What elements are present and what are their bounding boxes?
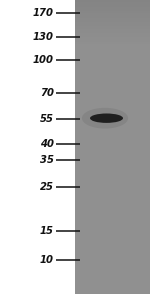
Text: 170: 170 (33, 8, 54, 18)
Bar (75, 18, 150, 20)
Bar (75, 4, 150, 7)
Text: 10: 10 (40, 255, 54, 265)
Text: 55: 55 (40, 114, 54, 124)
Bar (75, 24, 150, 26)
Bar (75, 0, 150, 2)
Bar (75, 31, 150, 33)
Bar (75, 42, 150, 44)
Text: 15: 15 (40, 226, 54, 236)
Bar (75, 26, 150, 29)
Text: 130: 130 (33, 32, 54, 42)
Ellipse shape (82, 108, 128, 128)
Bar (75, 33, 150, 35)
Bar (75, 38, 150, 40)
Bar (75, 11, 150, 13)
Bar (75, 35, 150, 37)
Bar (75, 29, 150, 31)
Bar (75, 9, 150, 11)
Bar (75, 22, 150, 24)
Text: 70: 70 (40, 88, 54, 98)
Bar (75, 20, 150, 22)
Bar (75, 40, 150, 42)
Bar (75, 7, 150, 9)
Bar (75, 16, 150, 18)
Text: 25: 25 (40, 182, 54, 192)
Text: 100: 100 (33, 55, 54, 65)
Bar (75, 2, 150, 4)
Bar (75, 13, 150, 15)
Bar (75, 0, 150, 294)
Ellipse shape (90, 113, 123, 123)
Text: 40: 40 (40, 139, 54, 149)
Text: 35: 35 (40, 155, 54, 165)
